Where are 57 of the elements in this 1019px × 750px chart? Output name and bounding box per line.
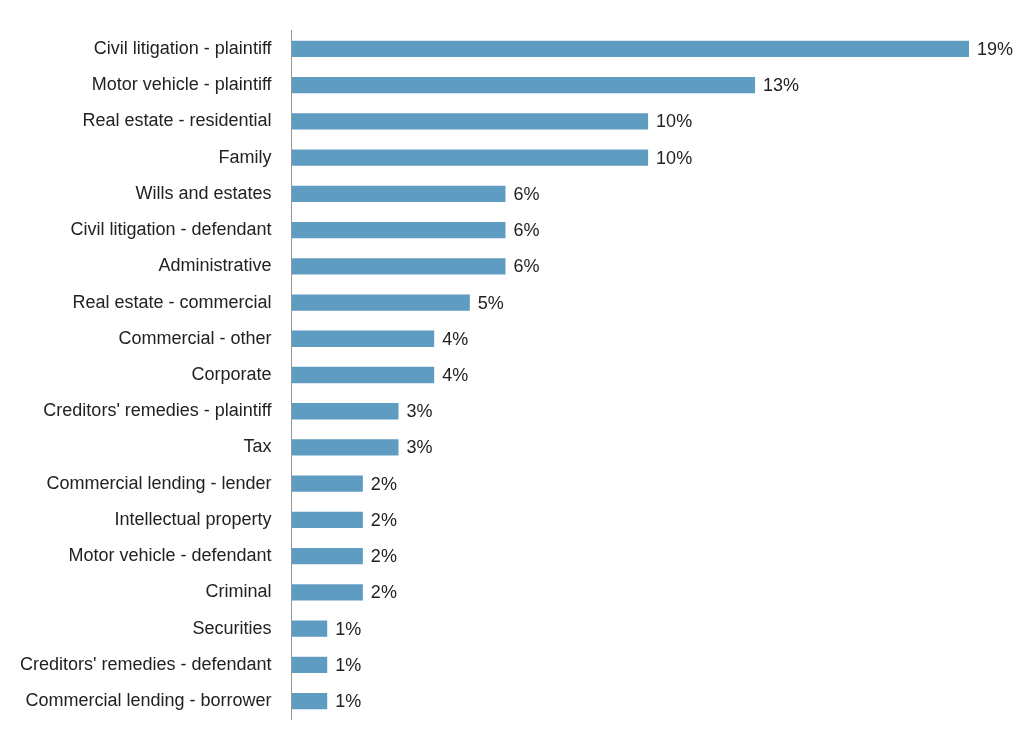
- data-label: 10%: [656, 147, 693, 168]
- data-label: 3%: [406, 437, 433, 458]
- y-tick-label: Real estate - residential: [82, 110, 272, 131]
- data-label: 2%: [370, 473, 397, 494]
- bar: [291, 113, 649, 130]
- bar: [291, 294, 470, 311]
- y-tick-label: Motor vehicle - plaintiff: [91, 74, 273, 95]
- y-tick-label: Family: [218, 146, 272, 167]
- y-tick-label: Civil litigation - defendant: [70, 219, 272, 240]
- y-tick-label: Creditors' remedies - defendant: [20, 653, 272, 674]
- bar: [291, 584, 363, 601]
- data-label: 6%: [513, 220, 540, 241]
- data-label: 10%: [656, 111, 693, 132]
- data-label: 1%: [335, 654, 362, 675]
- data-label: 1%: [335, 691, 362, 712]
- bar: [291, 439, 399, 456]
- y-tick-label: Motor vehicle - defendant: [68, 545, 272, 566]
- bar: [291, 548, 363, 565]
- y-tick-label: Intellectual property: [114, 508, 272, 529]
- data-label: 4%: [442, 328, 469, 349]
- bar: [291, 330, 435, 347]
- y-tick-label: Commercial - other: [118, 327, 272, 348]
- y-tick-label: Creditors' remedies - plaintiff: [43, 400, 273, 421]
- bar: [291, 77, 756, 94]
- data-label: 13%: [763, 75, 800, 96]
- data-label: 2%: [370, 582, 397, 603]
- bar: [291, 258, 506, 275]
- y-tick-label: Civil litigation - plaintiff: [93, 37, 273, 58]
- data-label: 19%: [977, 38, 1014, 59]
- y-tick-label: Corporate: [191, 363, 272, 384]
- data-label: 4%: [442, 364, 469, 385]
- data-label: 3%: [406, 401, 433, 422]
- y-tick-label: Administrative: [158, 255, 272, 276]
- bar: [291, 403, 399, 420]
- y-tick-label: Criminal: [205, 581, 272, 602]
- bar: [291, 656, 328, 674]
- y-tick-label: Wills and estates: [135, 182, 272, 203]
- bar: [291, 692, 328, 710]
- data-label: 6%: [513, 256, 540, 277]
- bar: [291, 149, 649, 166]
- y-tick-label: Commercial lending - lender: [46, 472, 272, 493]
- data-label: 5%: [477, 292, 504, 313]
- bar: [291, 40, 969, 58]
- data-label: 2%: [370, 546, 397, 567]
- data-label: 2%: [370, 509, 397, 530]
- data-label: 1%: [335, 618, 362, 639]
- data-label: 6%: [513, 183, 540, 204]
- bar: [291, 511, 363, 529]
- bar: [291, 620, 328, 637]
- y-tick-label: Real estate - commercial: [72, 291, 272, 312]
- bar: [291, 185, 506, 202]
- y-tick-label: Commercial lending - borrower: [25, 690, 272, 711]
- y-tick-label: Securities: [192, 617, 272, 638]
- y-tick-label: Tax: [243, 436, 272, 457]
- bar: [291, 475, 363, 492]
- bar: [291, 221, 506, 239]
- bar: [291, 366, 435, 384]
